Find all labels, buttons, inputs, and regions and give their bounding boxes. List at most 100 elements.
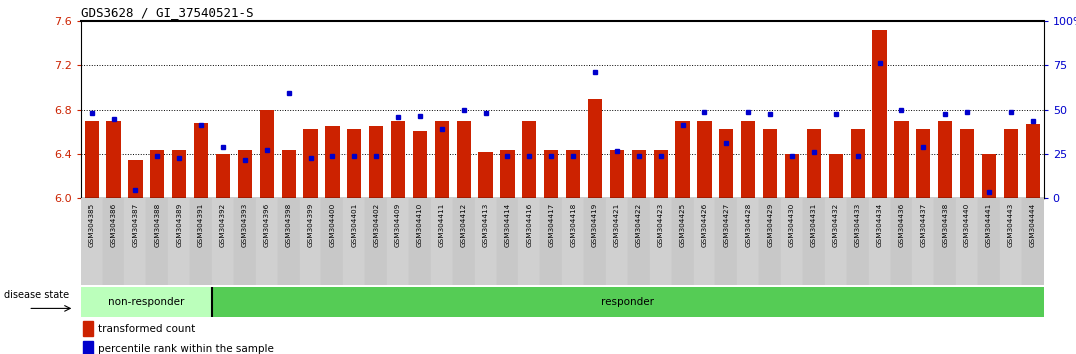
- Bar: [81, 198, 102, 285]
- Text: GSM304396: GSM304396: [264, 202, 270, 247]
- Bar: [716, 198, 737, 285]
- Bar: [719, 129, 734, 198]
- Bar: [496, 198, 519, 285]
- Bar: [825, 198, 847, 285]
- Bar: [190, 198, 212, 285]
- Text: GSM304411: GSM304411: [439, 202, 444, 247]
- Bar: [322, 198, 343, 285]
- Text: GSM304438: GSM304438: [943, 202, 948, 247]
- Text: GSM304422: GSM304422: [636, 202, 641, 247]
- Bar: [825, 198, 847, 285]
- Bar: [391, 121, 406, 198]
- Bar: [303, 129, 317, 198]
- Bar: [781, 198, 803, 285]
- Bar: [282, 149, 296, 198]
- Bar: [584, 198, 606, 285]
- Text: GSM304385: GSM304385: [88, 202, 95, 247]
- Bar: [365, 198, 387, 285]
- Bar: [716, 198, 737, 285]
- Bar: [653, 149, 668, 198]
- Bar: [934, 198, 957, 285]
- Text: GSM304393: GSM304393: [242, 202, 247, 247]
- Text: GSM304431: GSM304431: [811, 202, 817, 247]
- Bar: [741, 121, 755, 198]
- Text: GSM304386: GSM304386: [111, 202, 116, 247]
- Text: GSM304400: GSM304400: [329, 202, 336, 247]
- Bar: [84, 321, 93, 336]
- Bar: [562, 198, 584, 285]
- Bar: [194, 123, 208, 198]
- Text: GSM304426: GSM304426: [702, 202, 708, 247]
- Bar: [697, 121, 711, 198]
- Bar: [81, 198, 102, 285]
- Text: GSM304444: GSM304444: [1030, 202, 1036, 247]
- Bar: [760, 198, 781, 285]
- Bar: [957, 198, 978, 285]
- Text: GSM304410: GSM304410: [416, 202, 423, 247]
- Text: GSM304429: GSM304429: [767, 202, 774, 247]
- Text: GSM304418: GSM304418: [570, 202, 576, 247]
- Bar: [519, 198, 540, 285]
- Bar: [628, 198, 650, 285]
- Bar: [868, 198, 891, 285]
- Bar: [562, 198, 584, 285]
- Bar: [803, 198, 825, 285]
- Bar: [348, 129, 362, 198]
- Text: GSM304421: GSM304421: [614, 202, 620, 247]
- Bar: [322, 198, 343, 285]
- Text: GSM304419: GSM304419: [592, 202, 598, 247]
- Text: GSM304436: GSM304436: [898, 202, 905, 247]
- Bar: [584, 198, 606, 285]
- Bar: [413, 131, 427, 198]
- Text: GSM304399: GSM304399: [308, 202, 313, 247]
- Bar: [540, 198, 562, 285]
- Text: GSM304388: GSM304388: [154, 202, 160, 247]
- Bar: [256, 198, 278, 285]
- Bar: [650, 198, 671, 285]
- Bar: [957, 198, 978, 285]
- Bar: [299, 198, 322, 285]
- Bar: [606, 198, 628, 285]
- Bar: [84, 341, 93, 354]
- Bar: [479, 152, 493, 198]
- Bar: [606, 198, 628, 285]
- Bar: [278, 198, 299, 285]
- Bar: [409, 198, 430, 285]
- Bar: [868, 198, 891, 285]
- Bar: [168, 198, 190, 285]
- Bar: [829, 154, 843, 198]
- Bar: [125, 198, 146, 285]
- Text: GSM304392: GSM304392: [220, 202, 226, 247]
- Text: GSM304389: GSM304389: [176, 202, 182, 247]
- Bar: [632, 149, 646, 198]
- Bar: [233, 198, 256, 285]
- Bar: [917, 129, 931, 198]
- Bar: [85, 121, 99, 198]
- Text: GDS3628 / GI_37540521-S: GDS3628 / GI_37540521-S: [81, 6, 253, 19]
- Bar: [938, 121, 952, 198]
- Bar: [125, 198, 146, 285]
- Bar: [847, 198, 868, 285]
- Bar: [610, 149, 624, 198]
- Bar: [435, 121, 449, 198]
- Text: GSM304414: GSM304414: [505, 202, 510, 247]
- Text: responder: responder: [601, 297, 654, 307]
- Bar: [212, 198, 233, 285]
- Text: GSM304433: GSM304433: [854, 202, 861, 247]
- Text: transformed count: transformed count: [98, 324, 195, 334]
- Bar: [278, 198, 299, 285]
- Text: GSM304423: GSM304423: [657, 202, 664, 247]
- Bar: [694, 198, 716, 285]
- Bar: [1025, 124, 1039, 198]
- Bar: [894, 121, 908, 198]
- Text: GSM304409: GSM304409: [395, 202, 401, 247]
- Bar: [522, 121, 537, 198]
- Bar: [500, 149, 514, 198]
- Bar: [1000, 198, 1022, 285]
- Bar: [387, 198, 409, 285]
- Bar: [475, 198, 496, 285]
- Text: GSM304416: GSM304416: [526, 202, 533, 247]
- Bar: [456, 121, 471, 198]
- Bar: [566, 149, 580, 198]
- Text: GSM304398: GSM304398: [285, 202, 292, 247]
